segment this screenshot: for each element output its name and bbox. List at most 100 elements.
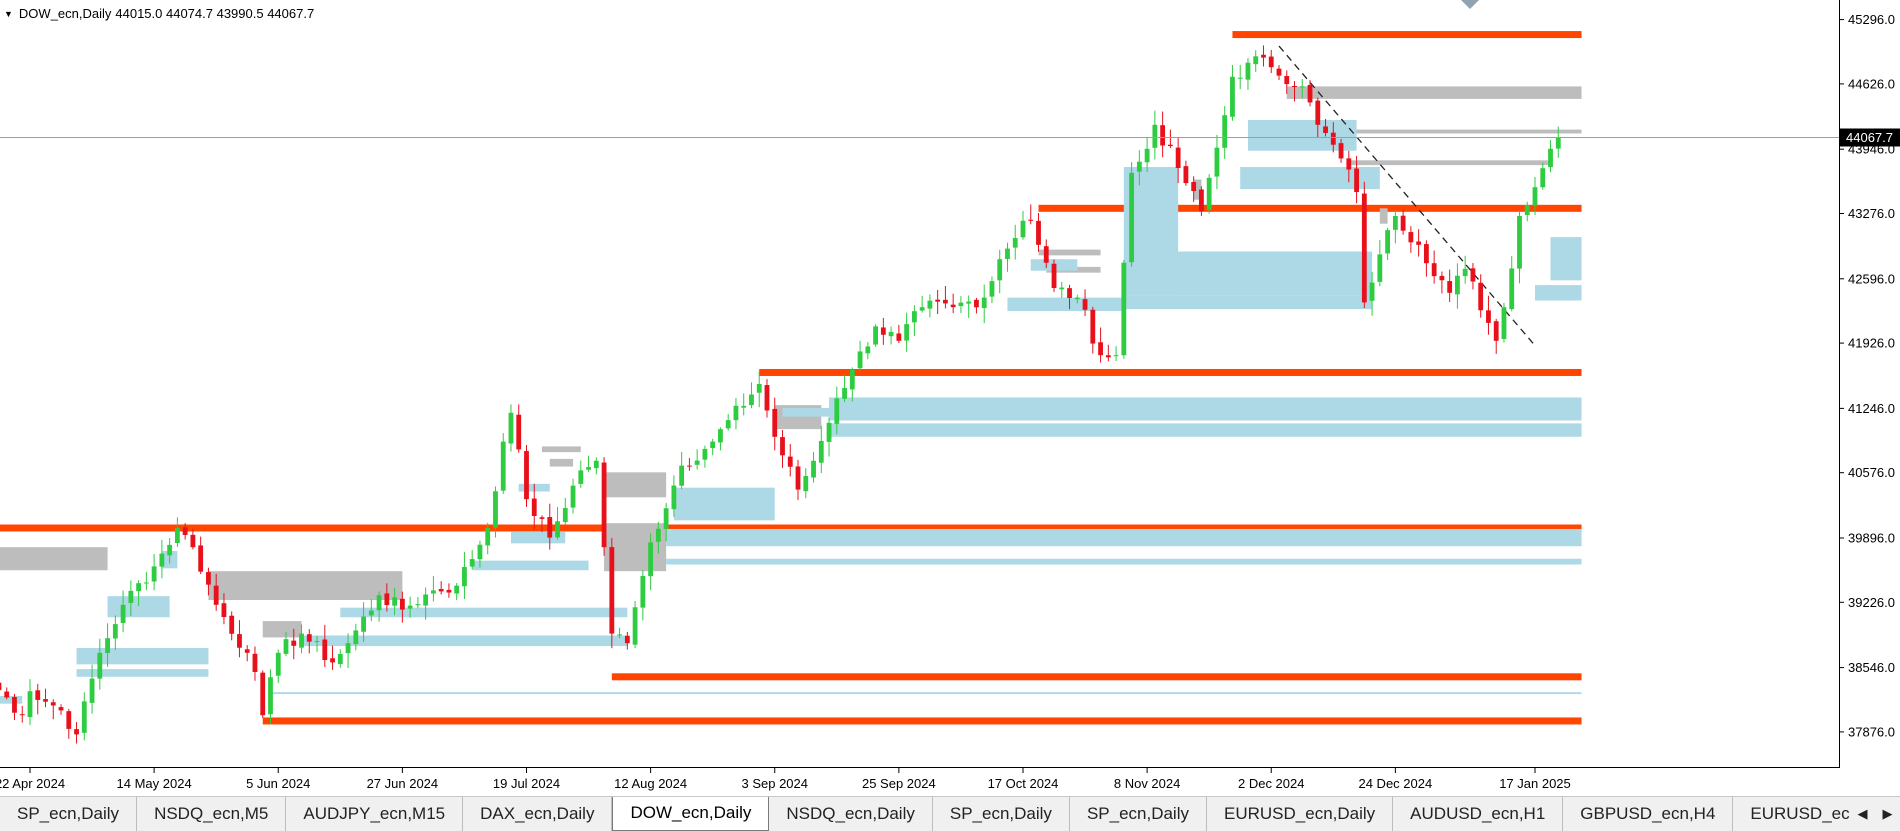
candle-body (66, 711, 72, 729)
candle-body (1330, 132, 1336, 145)
candle-body (1462, 268, 1468, 277)
shift-marker-icon[interactable] (1461, 0, 1479, 10)
candle-body (376, 595, 382, 611)
candle-body (811, 460, 816, 478)
price-tick-label: 40576.0 (1848, 465, 1895, 480)
candle-body (586, 467, 591, 470)
chart-tab[interactable]: SP_ecn,Daily (1070, 797, 1207, 831)
candle-body (237, 634, 242, 648)
price-chart[interactable] (0, 0, 1840, 768)
candle-body (1105, 355, 1111, 358)
candle-body (1354, 168, 1359, 192)
chart-tab[interactable]: DAX_ecn,Daily (463, 797, 613, 831)
candle-body (997, 259, 1003, 281)
candle-body (1012, 237, 1018, 248)
chart-tab[interactable]: EURUSD_ecn,Daily (1207, 797, 1394, 831)
price-axis[interactable]: 45296.0 44626.0 43946.0 43276.0 42596.0 41926… (1840, 0, 1900, 768)
candle-body (1346, 158, 1352, 170)
price-tick-label: 45296.0 (1848, 12, 1895, 27)
candle-body (151, 566, 157, 582)
candle-body (911, 311, 917, 323)
resistance-level-line (759, 368, 1582, 376)
candle-body (4, 691, 10, 698)
chart-area[interactable]: ▼ DOW_ecn,Daily 44015.0 44074.7 43990.5 … (0, 0, 1840, 768)
candle-body (888, 331, 894, 337)
current-price-badge: 44067.7 (1840, 128, 1900, 147)
chart-tab[interactable]: SP_ecn,Daily (933, 797, 1070, 831)
supply-zone (542, 446, 581, 453)
demand-zone (301, 635, 628, 647)
candle-body (345, 643, 351, 654)
candle-body (198, 545, 204, 572)
candle-body (1532, 187, 1538, 206)
demand-zone (0, 696, 23, 704)
candle-body (958, 302, 964, 307)
candle-body (105, 638, 110, 653)
candle-body (1540, 168, 1546, 188)
candle-body (648, 542, 654, 577)
demand-zone (666, 528, 1582, 547)
resistance-levels (0, 31, 1582, 725)
price-tick-label: 38546.0 (1848, 660, 1895, 675)
scroll-right-icon[interactable]: ▶ (1882, 806, 1893, 821)
candle-body (1385, 230, 1391, 254)
candle-body (1129, 172, 1135, 263)
candle-body (446, 589, 452, 593)
supply-zone (604, 523, 667, 572)
collapse-triangle-icon[interactable]: ▼ (4, 8, 13, 19)
candle-body (1455, 275, 1460, 295)
candle-body (1338, 143, 1344, 159)
demand-zone (76, 669, 209, 677)
candle-body (81, 701, 87, 733)
scroll-left-icon[interactable]: ◀ (1857, 806, 1868, 821)
chart-tab[interactable]: NSDQ_ecn,Daily (769, 797, 933, 831)
candle-body (593, 460, 599, 469)
candle-body (966, 301, 972, 304)
time-tick-label: 5 Jun 2024 (246, 776, 310, 791)
candle-body (89, 678, 95, 703)
candle-body (1408, 232, 1414, 243)
candle-body (570, 485, 576, 508)
price-tick-label: 41246.0 (1848, 401, 1895, 416)
time-axis[interactable]: 22 Apr 2024 14 May 2024 5 Jun 2024 27 Jun 2… (0, 768, 1840, 796)
chart-tab[interactable]: DOW_ecn,Daily (612, 797, 770, 831)
demand-zone (472, 560, 589, 571)
time-tick-label: 27 Jun 2024 (367, 776, 439, 791)
candle-body (167, 544, 173, 556)
candle-body (1416, 241, 1422, 245)
current-price-badge-bg (1840, 128, 1900, 147)
candle-body (609, 547, 615, 634)
candle-body (283, 639, 289, 654)
candle-body (244, 649, 250, 653)
candle-body (454, 585, 460, 594)
supply-zone (1038, 249, 1101, 256)
candle-body (221, 603, 227, 617)
candle-body (35, 690, 41, 700)
chart-tab[interactable]: AUDUSD_ecn,H1 (1393, 797, 1564, 831)
candle-body (787, 456, 793, 467)
candle-body (206, 572, 211, 585)
candle-body (1098, 342, 1103, 356)
candle-body (1392, 216, 1398, 230)
candle-body (493, 491, 498, 528)
candle-body (531, 498, 537, 517)
candle-body (865, 346, 871, 354)
chart-tab[interactable]: GBPUSD_ecn,H4 (1563, 797, 1734, 831)
demand-zone (1123, 295, 1373, 310)
time-tick-label: 17 Jan 2025 (1499, 776, 1571, 791)
candle-body (1423, 244, 1429, 264)
chart-tab[interactable]: AUDJPY_ecn,M15 (286, 797, 464, 831)
candle-body (1230, 76, 1235, 117)
price-tick-label: 41926.0 (1848, 336, 1895, 351)
candle-body (842, 388, 847, 399)
price-tick-label: 39896.0 (1848, 530, 1895, 545)
candle-body (337, 654, 343, 664)
chart-tab[interactable]: SP_ecn,Daily (0, 797, 138, 831)
price-tick-label: 42596.0 (1848, 271, 1895, 286)
candle-body (1400, 215, 1406, 231)
candle-body (74, 729, 79, 735)
candle-body (1237, 77, 1243, 79)
chart-tab[interactable]: NSDQ_ecn,M5 (137, 797, 287, 831)
time-tick-label: 2 Dec 2024 (1238, 776, 1305, 791)
candle-body (873, 326, 878, 345)
